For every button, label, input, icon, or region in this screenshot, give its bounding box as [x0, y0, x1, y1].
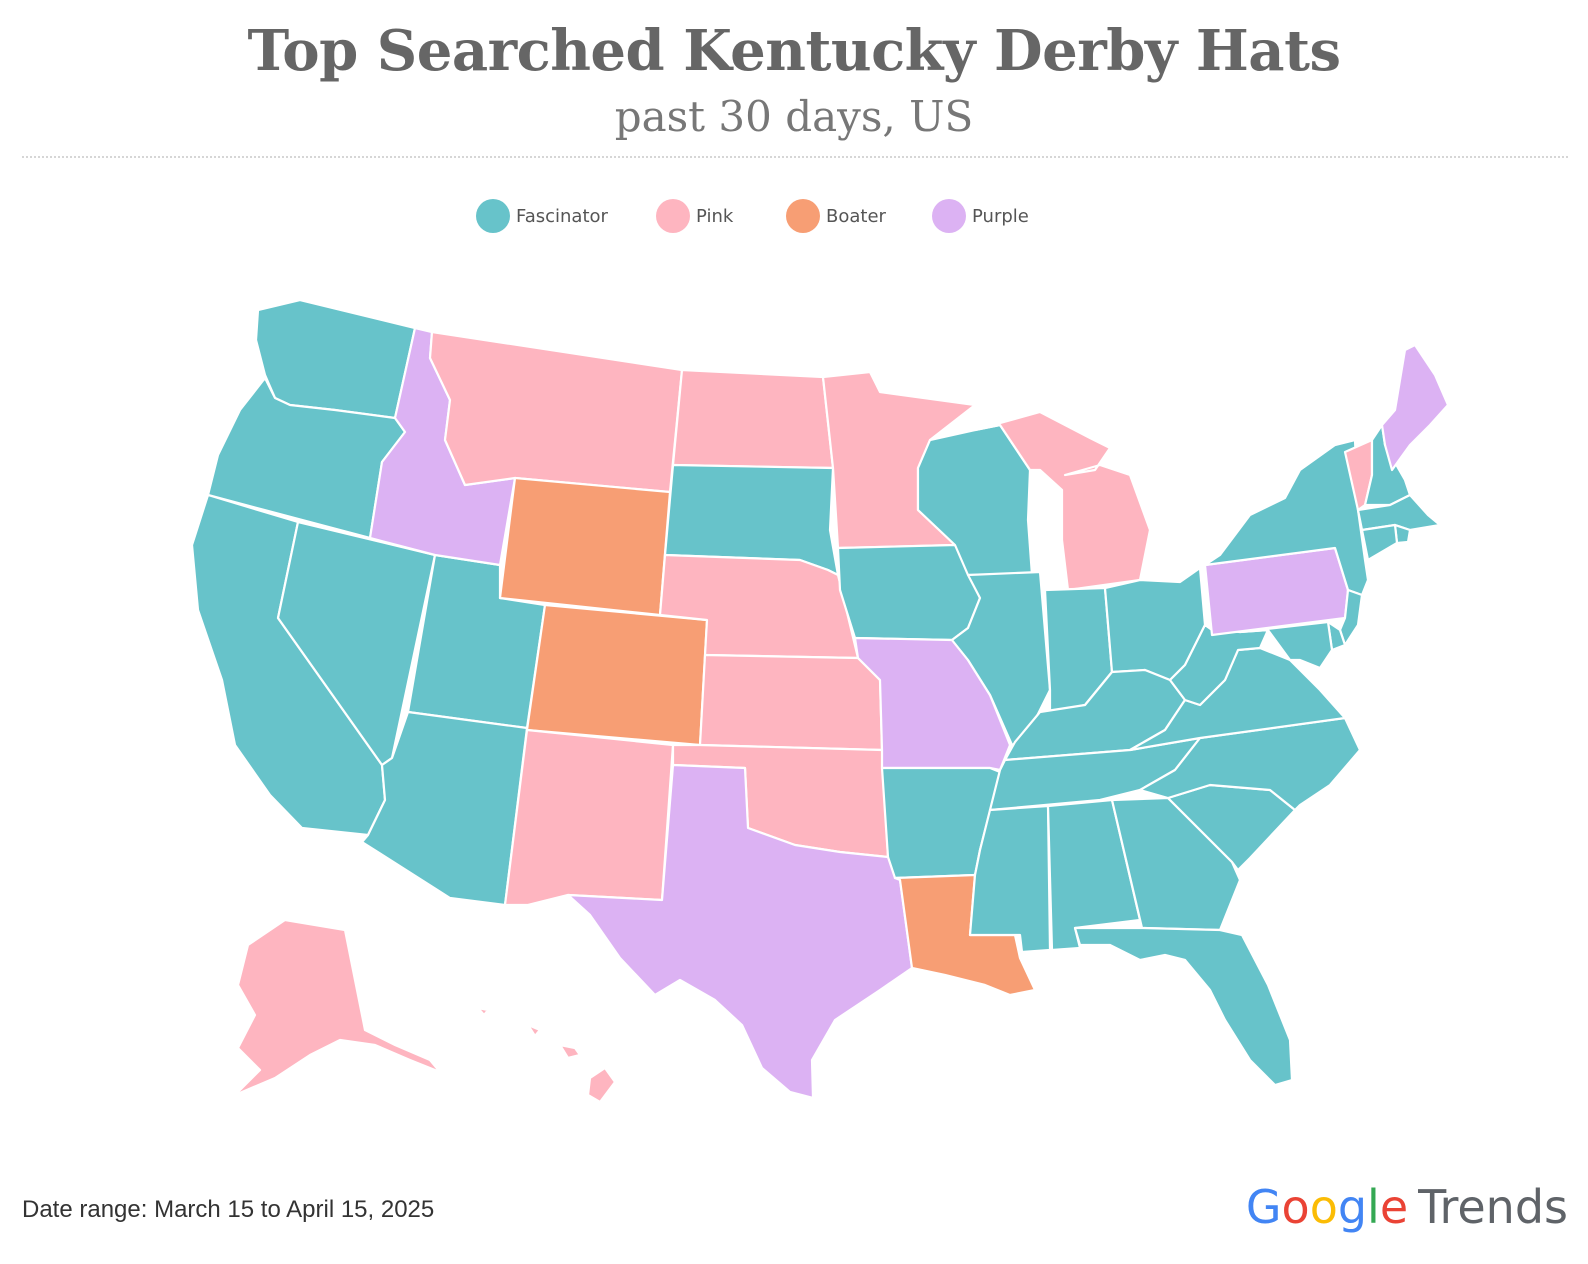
- state-montana: [428, 330, 684, 494]
- title-divider: [22, 156, 1568, 158]
- state-colorado: [525, 603, 709, 747]
- state-wyoming: [498, 476, 672, 617]
- chart-subtitle: past 30 days, US: [614, 92, 974, 141]
- legend-label: Pink: [696, 205, 734, 227]
- state-iowa: [836, 543, 982, 642]
- state-maine: [1380, 343, 1450, 472]
- google-wordmark: Google: [1245, 1180, 1409, 1234]
- state-michigan: [973, 410, 1152, 592]
- legend-swatch: [932, 199, 966, 233]
- trends-wordmark: Trends: [1418, 1180, 1568, 1234]
- legend-label: Fascinator: [516, 205, 608, 227]
- date-range: Date range: March 15 to April 15, 2025: [22, 1196, 435, 1223]
- legend-label: Boater: [826, 205, 886, 227]
- state-hawaii: [476, 1006, 617, 1104]
- legend-item-purple: Purple: [932, 198, 1029, 234]
- state-new-mexico: [503, 728, 675, 907]
- legend-swatch: [476, 199, 510, 233]
- state-florida: [1073, 926, 1294, 1087]
- google-trends-logo: Google Trends: [1246, 1182, 1568, 1232]
- state-maryland: [1238, 620, 1334, 670]
- legend-swatch: [656, 199, 690, 233]
- legend: Fascinator Pink Boater Purple: [0, 198, 1588, 234]
- state-alaska: [233, 918, 442, 1097]
- legend-label: Purple: [972, 205, 1029, 227]
- state-west-virginia: [1168, 623, 1270, 707]
- state-new-york: [1203, 438, 1370, 597]
- legend-item-fascinator: Fascinator: [476, 198, 608, 234]
- legend-item-pink: Pink: [656, 198, 733, 234]
- state-north-dakota: [671, 368, 835, 470]
- chart-title: Top Searched Kentucky Derby Hats: [247, 18, 1341, 84]
- legend-swatch: [786, 199, 820, 233]
- state-texas: [566, 763, 914, 1100]
- state-connecticut: [1360, 523, 1399, 562]
- legend-item-boater: Boater: [786, 198, 886, 234]
- state-kansas: [698, 653, 884, 752]
